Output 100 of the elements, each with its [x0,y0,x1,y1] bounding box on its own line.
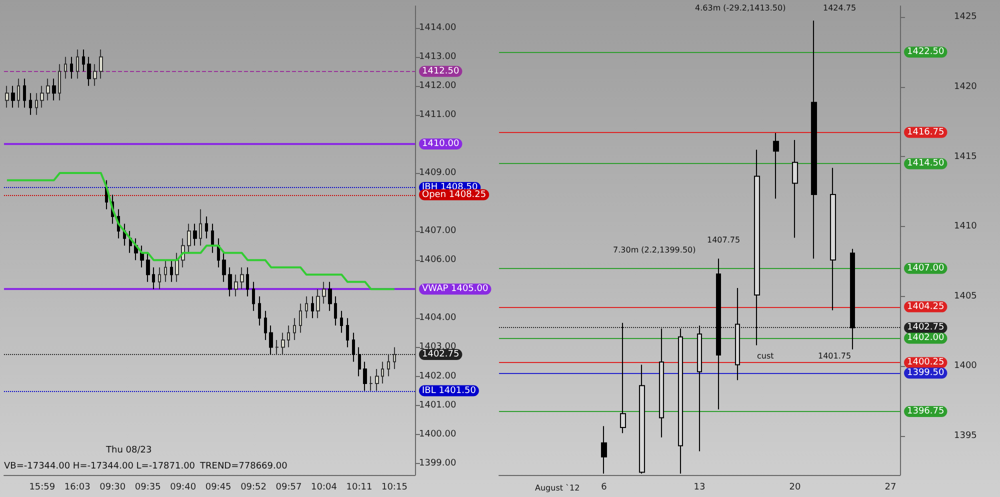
annotation: VB=-17344.00 H=-17344.00 L=-17871.00 [4,462,196,472]
candlestick [175,252,179,282]
candlestick [217,238,220,268]
candlestick [58,64,61,101]
y-tick-label: 1415 [954,152,977,162]
y-tick-label: 1400 [954,361,978,372]
y-tick-label: 1412.00 [419,80,456,91]
candlestick [620,322,626,434]
candlestick [322,281,326,304]
y-tick-label: 1414.00 [419,22,456,33]
candlestick [754,149,760,346]
x-tick-label: 15:59 [29,482,56,492]
y-tick-label: 1405 [954,291,977,302]
candlestick [340,310,343,334]
candlestick [82,49,85,72]
y-tick-label: 1404.00 [419,313,456,324]
candlestick [678,328,683,474]
x-tick-label: 6 [601,482,608,492]
x-tick-label: 09:45 [205,482,232,492]
candlestick [5,85,9,108]
y-tick-label: 1399.00 [419,458,456,468]
ref-line-label: VWAP 1405.00 [422,284,488,294]
y-tick-label: 1406.00 [419,255,456,266]
candlestick [228,266,232,297]
candlestick [70,56,73,80]
candlestick [735,287,740,381]
y-tick-label: 1410 [954,222,978,232]
candlestick [381,361,384,384]
ref-line-label: 1402.00 [907,333,944,344]
ref-line-label: 1400.25 [907,358,944,368]
candlestick [152,266,155,290]
ref-line-label: 1396.75 [907,406,944,416]
annotation: 7.30m (2.2,1399.50) [613,246,696,254]
annotation: TREND=778669.00 [199,462,288,472]
candlestick [246,266,249,297]
candlestick [170,260,173,282]
y-tick-label: 1420 [954,82,978,92]
candlestick [258,296,261,326]
x-tick-label: 10:15 [381,482,408,492]
candlestick [23,78,26,108]
candlestick [369,376,373,392]
candlestick [234,274,238,297]
candlestick [305,296,308,319]
candlestick [264,310,267,340]
x-tick-label: 09:40 [170,482,196,492]
y-tick-label: 1402.00 [419,371,456,382]
candlestick [375,368,379,392]
candlestick [773,132,779,200]
ref-line-label: 1404.25 [907,302,944,312]
candlestick [352,332,355,362]
y-tick-label: 1409.00 [419,168,456,178]
candlestick [346,318,349,348]
candlestick [316,288,320,319]
candlestick [387,354,390,377]
candlestick [363,361,367,392]
x-tick-label: 20 [789,482,801,492]
candlestick [211,223,214,254]
y-tick-label: 1407.00 [419,226,456,236]
ref-line-label: 1414.50 [907,158,944,169]
candlestick [697,325,702,452]
x-tick-label: 09:30 [100,482,126,492]
annotation: 1401.75 [818,352,852,360]
candlestick [11,85,15,108]
candlestick [287,324,290,348]
candlestick [601,426,607,474]
candlestick [158,266,161,290]
candlestick [792,140,798,238]
candlestick [64,56,67,80]
y-tick-label: 1395 [954,430,977,441]
candlestick [17,78,20,108]
candlestick [281,332,285,355]
y-tick-label: 1401.00 [419,400,456,410]
y-tick-label: 1400.00 [419,429,456,440]
candlestick [199,208,202,246]
candlestick [193,223,197,246]
candlestick [76,49,79,80]
candlestick [87,56,91,86]
candlestick [311,296,314,319]
candlestick [140,245,144,268]
candlestick [830,167,836,311]
annotation: 1424.75 [823,4,856,12]
annotation: 1407.75 [707,236,740,244]
x-tick-label: 09:35 [134,482,161,492]
candlestick [187,223,191,254]
annotation: cust [757,352,774,360]
candlestick [716,258,721,410]
ref-line-label: IBL 1401.50 [422,386,476,396]
candlestick [146,252,150,282]
candlestick [269,324,273,355]
line-series [6,172,396,290]
candlestick [52,78,56,101]
candlestick [99,49,103,80]
candlestick [164,260,167,282]
ref-line-label: Open 1408.25 [422,190,486,200]
candlestick [29,92,32,116]
candlestick [299,303,302,334]
x-tick-label: 16:03 [64,482,90,492]
candlestick [252,281,255,312]
x-tick-label: 10:04 [311,482,338,492]
x-tick-label: 13 [694,482,706,492]
